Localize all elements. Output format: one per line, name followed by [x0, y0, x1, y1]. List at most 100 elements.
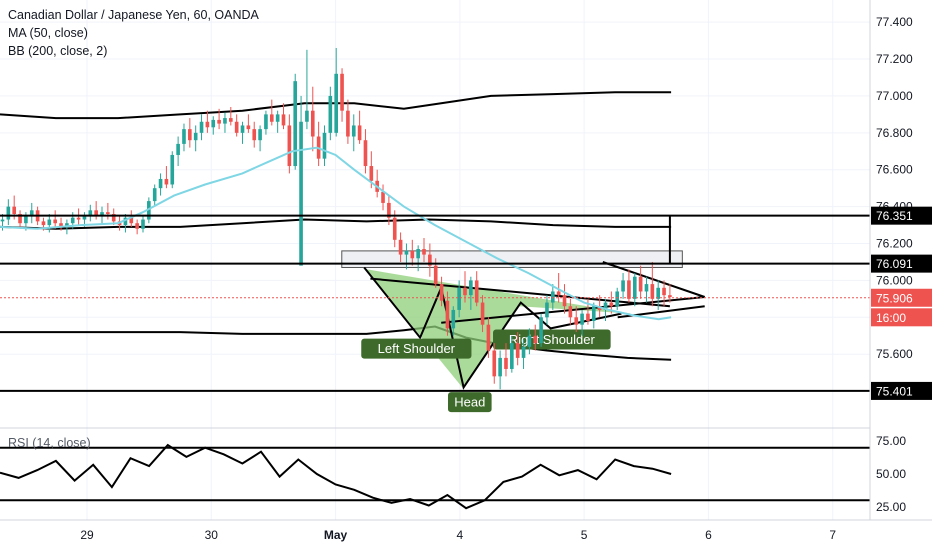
time-tick-label: 7 — [829, 528, 836, 542]
candle-body — [182, 129, 186, 144]
candle-body — [246, 125, 251, 130]
bb-upper-line — [0, 91, 672, 120]
level-badge-bg — [871, 206, 932, 225]
candle-body — [188, 129, 192, 141]
candle-body — [445, 300, 450, 329]
candle-body — [47, 219, 52, 226]
level-badge: 76.351 — [876, 209, 913, 223]
candle-body — [486, 324, 491, 351]
candle-body — [369, 166, 374, 181]
candle-body — [340, 73, 344, 111]
candle-body — [29, 210, 34, 216]
candle-body — [0, 219, 5, 222]
pattern-trendline — [370, 277, 670, 308]
candle-body — [258, 129, 262, 141]
rsi-tick-label: 50.00 — [876, 467, 906, 481]
candle-body — [586, 313, 590, 321]
candle-body — [463, 287, 467, 296]
price-tick-label: 76.800 — [876, 126, 913, 140]
rsi-tick-label: 25.00 — [876, 500, 906, 514]
candle-body — [539, 317, 543, 344]
candle-body — [527, 335, 532, 347]
candle-body — [457, 287, 461, 310]
price-levels — [0, 214, 870, 392]
candle-body — [363, 140, 368, 167]
candle-body — [88, 210, 93, 216]
candle-body — [533, 335, 538, 344]
candle-body — [668, 295, 672, 298]
candle-body — [305, 110, 309, 122]
candle-body — [18, 214, 22, 224]
candle-body — [328, 95, 333, 133]
candle-body — [346, 110, 350, 137]
candle-body — [422, 249, 426, 255]
candle-body — [164, 178, 169, 185]
candle-body — [24, 215, 28, 224]
candle-body — [398, 239, 403, 255]
candle-body — [176, 143, 180, 155]
candle-body — [357, 125, 362, 141]
candle-body — [158, 178, 163, 189]
price-tick-label: 76.600 — [876, 163, 913, 177]
level-badge: 76.091 — [876, 257, 913, 271]
candle-body — [381, 191, 385, 203]
candle-body — [6, 206, 11, 220]
candle-body — [53, 219, 57, 224]
time-tick-label: 5 — [581, 528, 588, 542]
candle-body — [106, 212, 110, 214]
candle-body — [59, 223, 63, 227]
candle-body — [12, 206, 17, 214]
candle-body — [76, 217, 81, 220]
candle-body — [228, 118, 233, 122]
pattern-trendline — [602, 261, 706, 298]
time-tick-label: 6 — [705, 528, 712, 542]
candle-body — [615, 291, 620, 307]
candle-body — [410, 250, 415, 259]
candle-body — [310, 110, 315, 137]
rsi-tick-label: 75.00 — [876, 434, 906, 448]
candle-body — [644, 284, 649, 292]
candle-body — [621, 280, 625, 292]
candle-body — [334, 73, 339, 133]
candle-body — [152, 188, 157, 202]
pattern-fill — [366, 269, 632, 388]
price-tick-label: 76.200 — [876, 237, 913, 251]
candle-body — [94, 210, 98, 216]
time-tick-label: 30 — [205, 528, 219, 542]
bollinger-bands — [0, 91, 672, 361]
bb-basis-line — [0, 218, 672, 230]
candle-body — [439, 284, 444, 301]
candle-body — [111, 214, 116, 222]
candle-body — [650, 284, 655, 299]
candle-body — [504, 357, 508, 369]
pattern-label-box — [493, 329, 611, 350]
level-badge-bg — [871, 381, 932, 400]
candle-body — [451, 309, 456, 329]
candle-body — [580, 313, 584, 325]
candle-body — [416, 249, 420, 259]
pattern-trendline — [441, 296, 705, 324]
candle-body — [141, 219, 145, 229]
bb-legend: BB (200, close, 2) — [8, 44, 108, 58]
candle-body — [135, 223, 139, 229]
current-price-badge-bg — [871, 288, 932, 307]
pattern-label: Left Shoulder — [378, 341, 456, 356]
candle-body — [70, 217, 75, 224]
pattern-trendline — [363, 266, 622, 390]
candle-body — [574, 317, 579, 325]
candle-body — [562, 295, 567, 307]
level-badge: 75.401 — [876, 384, 913, 398]
ma50-line — [0, 146, 672, 321]
candle-body — [275, 114, 280, 122]
candle-body — [264, 114, 268, 130]
price-tick-label: 75.600 — [876, 347, 913, 361]
chart-title: Canadian Dollar / Japanese Yen, 60, OAND… — [8, 8, 259, 22]
candle-body — [498, 357, 502, 377]
moving-average — [0, 146, 672, 321]
bb-lower-line — [0, 325, 672, 361]
candle-body — [65, 223, 69, 227]
candle-body — [281, 114, 286, 126]
candle-body — [515, 343, 520, 358]
candle-body — [100, 212, 104, 216]
